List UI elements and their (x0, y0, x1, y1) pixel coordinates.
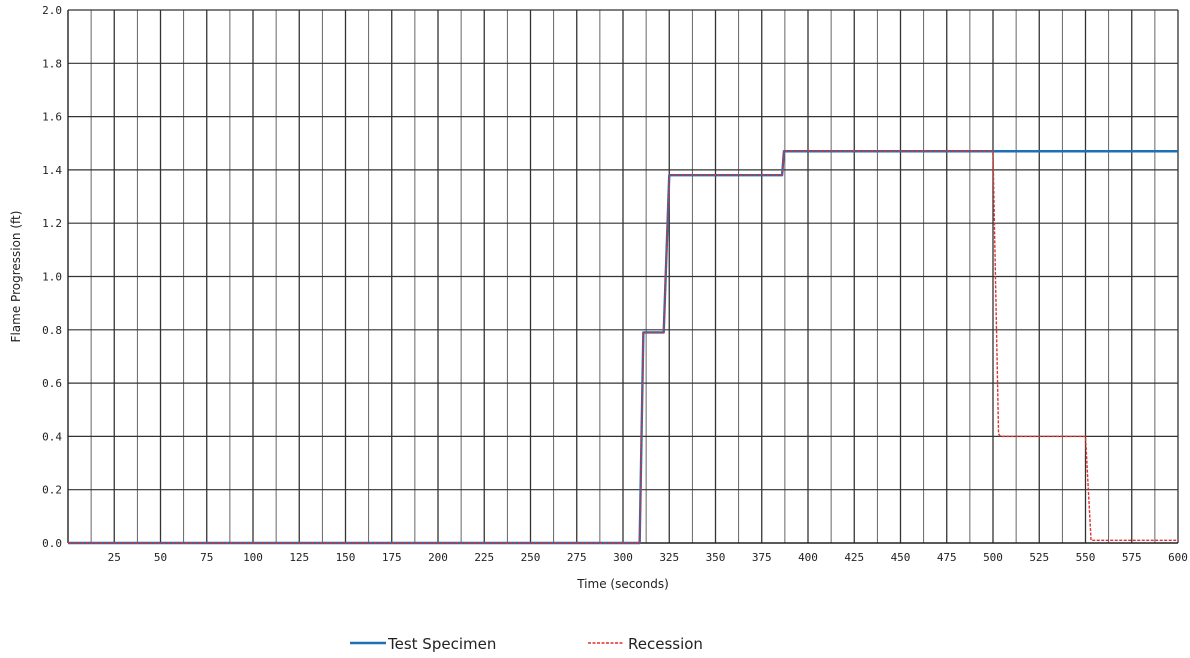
y-axis-title: Flame Progression (ft) (9, 211, 23, 343)
y-tick-label: 1.0 (42, 271, 62, 284)
x-tick-label: 25 (108, 551, 121, 564)
x-tick-label: 100 (243, 551, 263, 564)
y-tick-label: 1.6 (42, 111, 62, 124)
y-tick-label: 0.8 (42, 324, 62, 337)
x-tick-label: 200 (428, 551, 448, 564)
series-line-recession (68, 150, 1178, 544)
x-tick-label: 500 (983, 551, 1003, 564)
legend: Test Specimen Recession (350, 635, 703, 653)
x-tick-label: 350 (706, 551, 726, 564)
x-tick-label: 375 (752, 551, 772, 564)
x-tick-label: 525 (1029, 551, 1049, 564)
y-tick-label: 0.6 (42, 377, 62, 390)
grid-lines (68, 9, 1179, 543)
x-axis-title: Time (seconds) (576, 577, 669, 591)
y-tick-label: 0.2 (42, 484, 62, 497)
x-tick-label: 150 (336, 551, 356, 564)
y-tick-label: 0.0 (42, 537, 62, 550)
x-tick-label: 600 (1168, 551, 1188, 564)
y-tick-label: 1.8 (42, 57, 62, 70)
x-tick-label: 225 (474, 551, 494, 564)
x-tick-label: 175 (382, 551, 402, 564)
y-tick-label: 1.4 (42, 164, 62, 177)
x-tick-label: 75 (200, 551, 213, 564)
series-line-test-specimen (68, 150, 1178, 545)
y-tick-label: 1.2 (42, 217, 62, 230)
y-tick-label: 2.0 (42, 4, 62, 17)
y-tick-label: 0.4 (42, 430, 62, 443)
series-lines (68, 150, 1178, 545)
x-tick-label: 250 (521, 551, 541, 564)
legend-label-test-specimen: Test Specimen (387, 635, 496, 653)
x-tick-label: 125 (289, 551, 309, 564)
x-tick-label: 475 (937, 551, 957, 564)
x-tick-label: 400 (798, 551, 818, 564)
x-tick-label: 50 (154, 551, 167, 564)
y-tick-labels: 0.0 0.2 0.4 0.6 0.8 1.0 1.2 1.4 1.6 1.8 2.0 (42, 4, 62, 550)
x-tick-label: 425 (844, 551, 864, 564)
x-tick-label: 575 (1122, 551, 1142, 564)
x-tick-label: 275 (567, 551, 587, 564)
x-tick-label: 325 (659, 551, 679, 564)
legend-label-recession: Recession (628, 635, 703, 653)
x-tick-labels: 25 50 75 100 125 150 175 200 225 250 275 300 325 350 3… (108, 551, 1188, 564)
x-tick-label: 300 (613, 551, 633, 564)
x-tick-label: 550 (1076, 551, 1096, 564)
x-tick-label: 450 (891, 551, 911, 564)
